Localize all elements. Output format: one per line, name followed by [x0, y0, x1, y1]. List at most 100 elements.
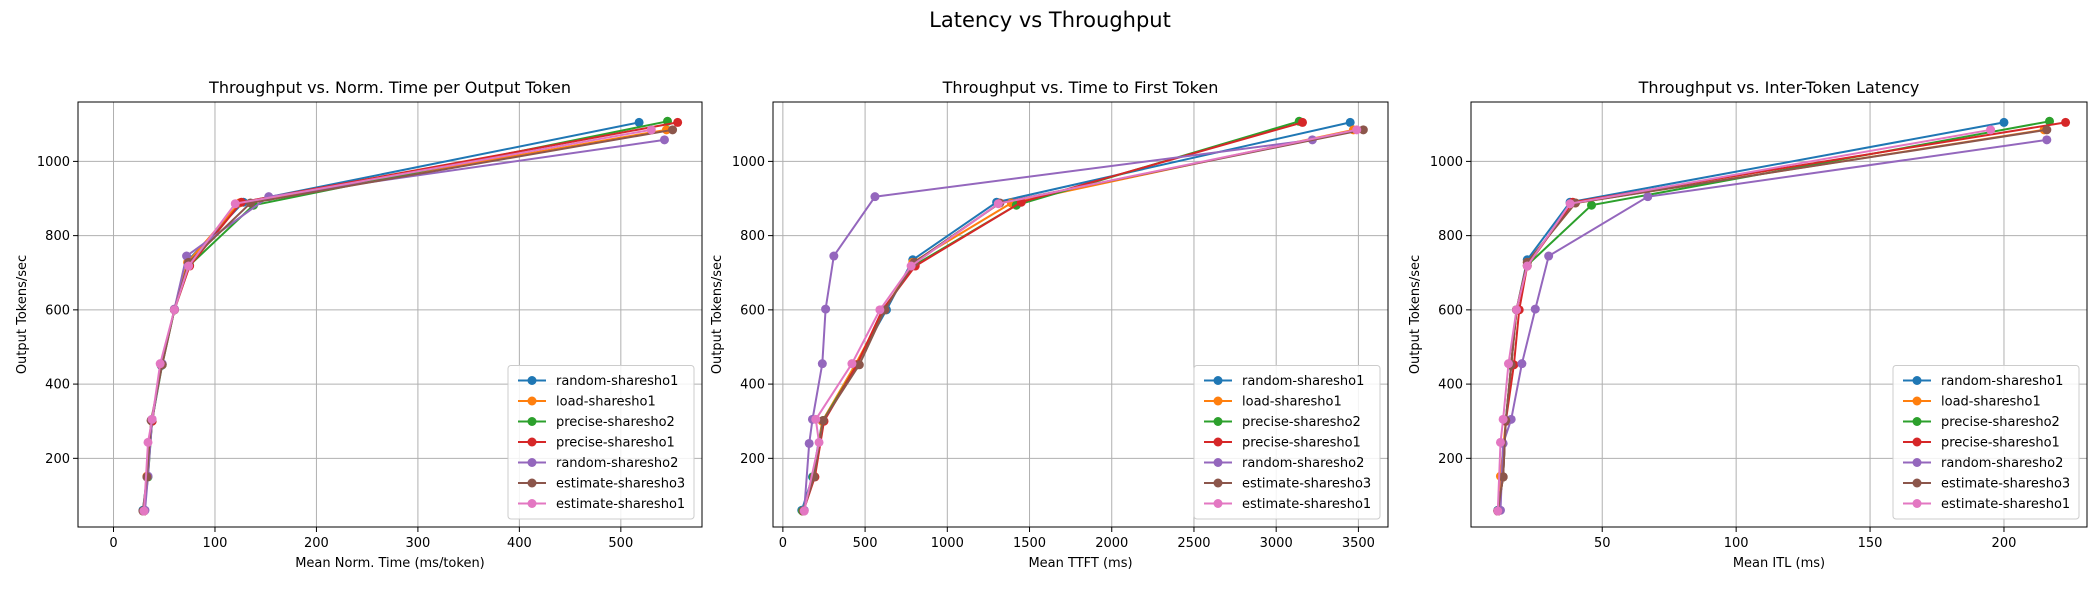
data-point-estimate-sharesho1: [230, 199, 240, 209]
data-point-estimate-sharesho1: [1493, 506, 1503, 516]
y-tick-label: 600: [1438, 303, 1463, 318]
legend-box: [1892, 365, 2080, 520]
legend-entry: estimate-sharesho3: [556, 477, 685, 492]
data-point-estimate-sharesho1: [814, 437, 824, 447]
x-axis-label: Mean Norm. Time (ms/token): [295, 556, 485, 571]
legend-box: [1193, 365, 1381, 520]
data-point-random-sharesho2: [829, 251, 839, 261]
legend-swatch-marker: [527, 478, 537, 488]
legend-entry: estimate-sharesho1: [1941, 497, 2070, 512]
data-point-random-sharesho2: [821, 304, 831, 314]
legend-entry: estimate-sharesho3: [1941, 477, 2070, 492]
legend-swatch-marker: [1912, 376, 1922, 385]
data-point-estimate-sharesho1: [143, 437, 153, 447]
y-tick-label: 800: [740, 229, 765, 244]
data-point-estimate-sharesho1: [993, 199, 1003, 209]
data-point-random-sharesho2: [1517, 359, 1527, 369]
data-point-random-sharesho2: [2042, 135, 2052, 145]
data-point-estimate-sharesho3: [2042, 125, 2052, 135]
legend-swatch-marker: [527, 396, 537, 406]
data-point-estimate-sharesho1: [1565, 199, 1575, 209]
x-tick-label: 2500: [1177, 536, 1210, 551]
x-tick-label: 200: [1992, 536, 2017, 551]
x-tick-label: 500: [853, 536, 878, 551]
legend-swatch-marker: [1912, 437, 1922, 447]
legend-entry: random-sharesho1: [1941, 374, 2063, 389]
x-tick-label: 1000: [931, 536, 964, 551]
axes-frame: [77, 101, 703, 528]
legend-swatch-marker: [527, 499, 537, 508]
data-point-estimate-sharesho1: [184, 261, 194, 271]
data-point-estimate-sharesho1: [1503, 359, 1513, 369]
data-point-precise-sharesho1: [1297, 117, 1307, 127]
legend-entry: estimate-sharesho1: [1242, 497, 1371, 512]
y-tick-label: 800: [1438, 229, 1463, 244]
legend-swatch-marker: [527, 458, 537, 467]
legend-swatch-marker: [1213, 478, 1223, 488]
data-point-estimate-sharesho3: [142, 472, 152, 482]
chart-title: Throughput vs. Inter-Token Latency: [1638, 78, 1920, 97]
data-point-estimate-sharesho3: [1498, 472, 1508, 482]
data-point-estimate-sharesho1: [799, 506, 809, 516]
x-tick-label: 3000: [1260, 536, 1293, 551]
legend-swatch-marker: [1213, 458, 1223, 467]
legend-entry: estimate-sharesho1: [556, 497, 685, 512]
data-point-estimate-sharesho1: [155, 359, 165, 369]
y-tick-label: 200: [740, 452, 765, 467]
data-point-estimate-sharesho1: [875, 305, 885, 315]
x-tick-label: 0: [109, 536, 117, 551]
y-tick-label: 400: [1438, 378, 1463, 393]
legend-swatch-marker: [527, 437, 537, 447]
legend-entry: random-sharesho1: [1242, 374, 1364, 389]
legend-entry: random-sharesho2: [556, 456, 678, 471]
legend-swatch-marker: [1213, 417, 1223, 426]
data-point-estimate-sharesho1: [1522, 261, 1532, 271]
x-axis-label: Mean TTFT (ms): [1028, 556, 1132, 571]
x-tick-label: 3500: [1342, 536, 1375, 551]
data-point-precise-sharesho1: [2061, 117, 2071, 127]
y-tick-label: 1000: [37, 155, 70, 170]
data-point-random-sharesho1: [1999, 117, 2009, 127]
data-point-estimate-sharesho1: [1986, 125, 1996, 135]
legend-swatch-marker: [1213, 396, 1223, 406]
data-point-estimate-sharesho3: [668, 125, 678, 135]
data-point-estimate-sharesho1: [1352, 125, 1362, 135]
chart-panel-1: 0 100 200 300 400 500 200 400 600 800 1000 Throughp…: [15, 78, 703, 571]
legend-entry: random-sharesho2: [1941, 456, 2063, 471]
data-point-random-sharesho1: [634, 117, 644, 127]
x-tick-label: 0: [779, 536, 787, 551]
x-tick-label: 200: [304, 536, 329, 551]
y-tick-label: 200: [45, 452, 70, 467]
data-point-estimate-sharesho1: [169, 305, 179, 315]
data-point-random-sharesho2: [1530, 304, 1540, 314]
chart-title: Throughput vs. Norm. Time per Output Tok…: [208, 78, 571, 97]
legend-entry: load-sharesho1: [1242, 395, 1342, 410]
legend-entry: load-sharesho1: [1941, 395, 2041, 410]
axes-frame: [1470, 101, 2088, 528]
legend-entry: estimate-sharesho3: [1242, 477, 1371, 492]
chart-panel-3: 50 100 150 200 200 400 600 800 1000 Throughput vs…: [1408, 78, 2088, 571]
data-point-estimate-sharesho1: [847, 359, 857, 369]
chart-title: Throughput vs. Time to First Token: [942, 78, 1219, 97]
x-tick-label: 500: [608, 536, 633, 551]
legend-entry: precise-sharesho1: [1941, 436, 2060, 451]
chart-panel-2: 0 500 1000 1500 2000 2500 3000 3500 200 400 600 800…: [710, 78, 1389, 571]
x-tick-label: 100: [1724, 536, 1749, 551]
legend-entry: precise-sharesho1: [1242, 436, 1361, 451]
legend-entry: precise-sharesho2: [1941, 415, 2060, 430]
data-point-estimate-sharesho1: [906, 261, 916, 271]
legend: random-sharesho1 load-sharesho1 precise-sh…: [507, 365, 695, 520]
legend-swatch-marker: [1213, 376, 1223, 385]
legend-entry: random-sharesho1: [556, 374, 678, 389]
legend-box: [507, 365, 695, 520]
data-point-random-sharesho2: [870, 192, 880, 202]
legend: random-sharesho1 load-sharesho1 precise-sh…: [1193, 365, 1381, 520]
x-axis-label: Mean ITL (ms): [1733, 556, 1825, 571]
data-point-estimate-sharesho3: [818, 415, 828, 425]
x-tick-label: 100: [203, 536, 228, 551]
legend-swatch-marker: [1912, 417, 1922, 426]
data-point-random-sharesho2: [1544, 251, 1554, 261]
x-tick-label: 150: [1858, 536, 1883, 551]
